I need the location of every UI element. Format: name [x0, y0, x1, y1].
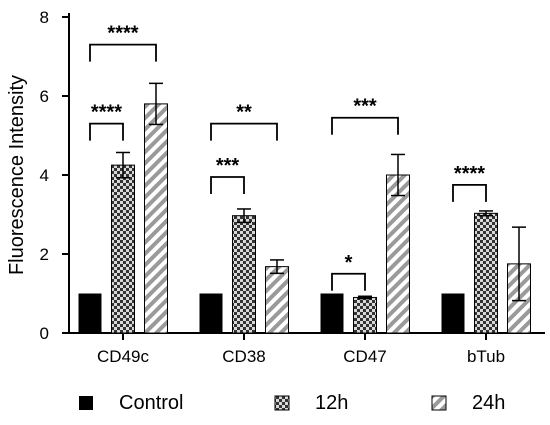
- significance-bracket: [331, 272, 366, 291]
- significance-annotations: ******** *************: [89, 23, 487, 291]
- bar: [386, 174, 410, 334]
- category-label: CD49c: [97, 347, 149, 366]
- significance-label: ****: [454, 163, 485, 185]
- bar: [78, 293, 102, 333]
- significance-label: *: [345, 252, 353, 274]
- significance-label: ****: [107, 23, 138, 45]
- y-tick-label: 8: [40, 8, 49, 27]
- legend-swatch: [79, 396, 93, 410]
- significance-bracket: [452, 183, 487, 202]
- bar: [265, 266, 289, 334]
- legend-label: 24h: [472, 392, 505, 414]
- significance-label: ***: [216, 155, 240, 177]
- significance-bracket: [210, 176, 245, 194]
- legend: Control 12h 24h: [79, 392, 505, 414]
- y-tick-label: 2: [40, 245, 49, 264]
- bar: [441, 293, 465, 333]
- bar: [232, 215, 256, 334]
- y-tick-label: 4: [40, 166, 49, 185]
- legend-swatch: [431, 395, 447, 411]
- bar: [199, 293, 223, 333]
- legend-label: Control: [119, 392, 183, 414]
- significance-bracket: [331, 116, 399, 135]
- bar: [144, 103, 168, 334]
- bars: [78, 82, 531, 334]
- significance-bracket: [210, 122, 278, 141]
- bar: [474, 212, 498, 334]
- legend-swatch: [274, 395, 290, 411]
- legend-label: 12h: [315, 392, 348, 414]
- significance-bracket: [89, 122, 124, 141]
- y-tick-label: 6: [40, 87, 49, 106]
- category-label: bTub: [467, 347, 505, 366]
- significance-label: ****: [91, 102, 122, 124]
- y-axis-title: Fluorescence Intensity: [6, 75, 28, 275]
- significance-label: ***: [353, 96, 377, 118]
- significance-bracket: [89, 43, 157, 62]
- y-tick-label: 0: [40, 324, 49, 343]
- bar: [320, 293, 344, 333]
- bar: [353, 296, 377, 334]
- category-label: CD38: [222, 347, 265, 366]
- bar: [111, 164, 135, 334]
- category-label: CD47: [343, 347, 386, 366]
- significance-label: **: [236, 102, 252, 124]
